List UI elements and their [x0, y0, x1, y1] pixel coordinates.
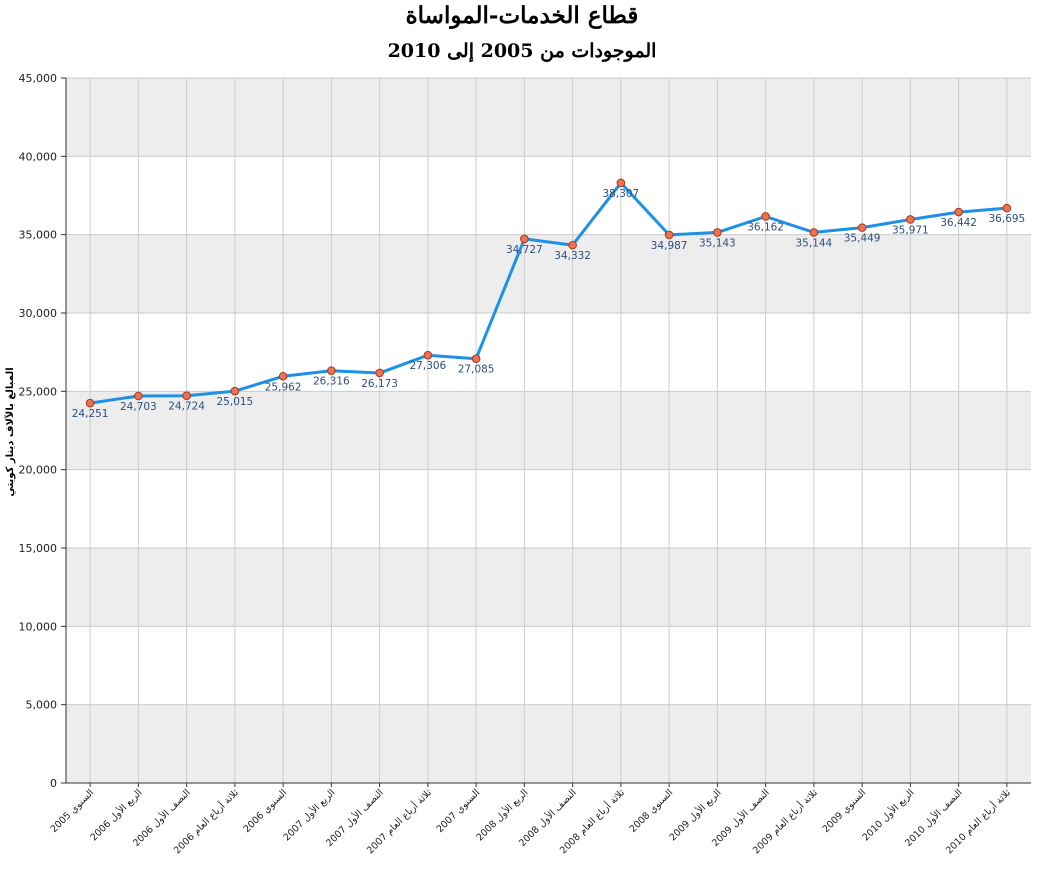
data-point	[906, 215, 915, 224]
y-tick-label: 20,000	[19, 464, 58, 477]
data-label: 24,251	[72, 408, 109, 420]
data-label: 24,703	[120, 401, 157, 413]
x-tick-label: السنوي 2009	[821, 787, 869, 835]
data-point	[375, 368, 384, 378]
data-point	[85, 398, 95, 408]
data-point	[1002, 203, 1012, 213]
x-tick-label: الربع الأول 2007	[281, 787, 338, 844]
data-label: 36,162	[747, 221, 784, 233]
y-tick-label: 40,000	[19, 150, 58, 163]
chart-title: قطاع الخدمات-المواساة	[405, 2, 639, 29]
y-axis-label: المبالغ بالآلاف دينار كويتي	[4, 367, 16, 496]
y-tick-label: 15,000	[19, 542, 58, 555]
data-label: 34,987	[651, 240, 688, 252]
data-label: 26,173	[361, 378, 398, 390]
y-tick-label: 0	[50, 777, 57, 790]
data-label: 25,962	[265, 381, 302, 393]
x-tick-label: السنوي 2005	[49, 787, 97, 835]
data-point	[568, 240, 577, 250]
data-point	[327, 366, 336, 376]
data-point	[616, 178, 626, 188]
data-point	[471, 354, 481, 363]
data-point	[182, 391, 191, 400]
data-label: 27,306	[410, 360, 447, 372]
data-point	[954, 207, 963, 217]
y-tick-label: 10,000	[19, 620, 58, 633]
x-tick-label: السنوي 2007	[435, 787, 483, 835]
data-point	[134, 391, 143, 401]
data-label: 35,971	[892, 224, 929, 236]
series-line	[88, 181, 1009, 405]
y-tick-label: 30,000	[19, 307, 58, 320]
data-label: 34,332	[554, 250, 591, 262]
data-point	[664, 230, 674, 240]
data-label: 34,727	[506, 244, 543, 256]
data-label: 35,144	[796, 237, 833, 249]
data-label: 38,307	[603, 188, 640, 200]
data-label: 35,143	[699, 237, 736, 249]
data-label: 27,085	[458, 364, 495, 376]
x-tick-label: الربع الأول 2008	[474, 787, 531, 844]
x-tick-label: السنوي 2008	[628, 787, 676, 835]
grid-band	[66, 234, 1031, 313]
data-label: 36,442	[940, 217, 977, 229]
grid-band	[66, 391, 1031, 470]
y-tick-label: 45,000	[19, 72, 58, 85]
data-label: 35,449	[844, 233, 881, 245]
y-tick-label: 35,000	[19, 229, 58, 242]
data-label: 24,724	[168, 401, 205, 413]
data-label: 36,695	[989, 213, 1026, 225]
data-point	[520, 234, 529, 244]
grid-band	[66, 548, 1031, 627]
data-point	[761, 212, 770, 221]
data-point	[423, 350, 433, 360]
y-tick-label: 25,000	[19, 385, 58, 398]
x-tick-label: الربع الأول 2010	[860, 787, 917, 844]
data-point	[713, 228, 722, 237]
grid-band	[66, 704, 1031, 783]
data-point	[809, 228, 819, 237]
grid-band	[66, 78, 1031, 157]
data-point	[278, 371, 288, 381]
chart-subtitle: الموجودات من 2005 إلى 2010	[387, 40, 657, 62]
data-label: 26,316	[313, 376, 350, 388]
x-tick-label: الربع الأول 2009	[667, 787, 724, 844]
y-tick-label: 5,000	[26, 699, 58, 712]
x-tick-label: السنوي 2006	[242, 787, 290, 835]
data-point	[230, 386, 240, 396]
data-label: 25,015	[217, 396, 254, 408]
x-tick-label: الربع الأول 2006	[88, 787, 145, 844]
data-point	[857, 223, 867, 232]
